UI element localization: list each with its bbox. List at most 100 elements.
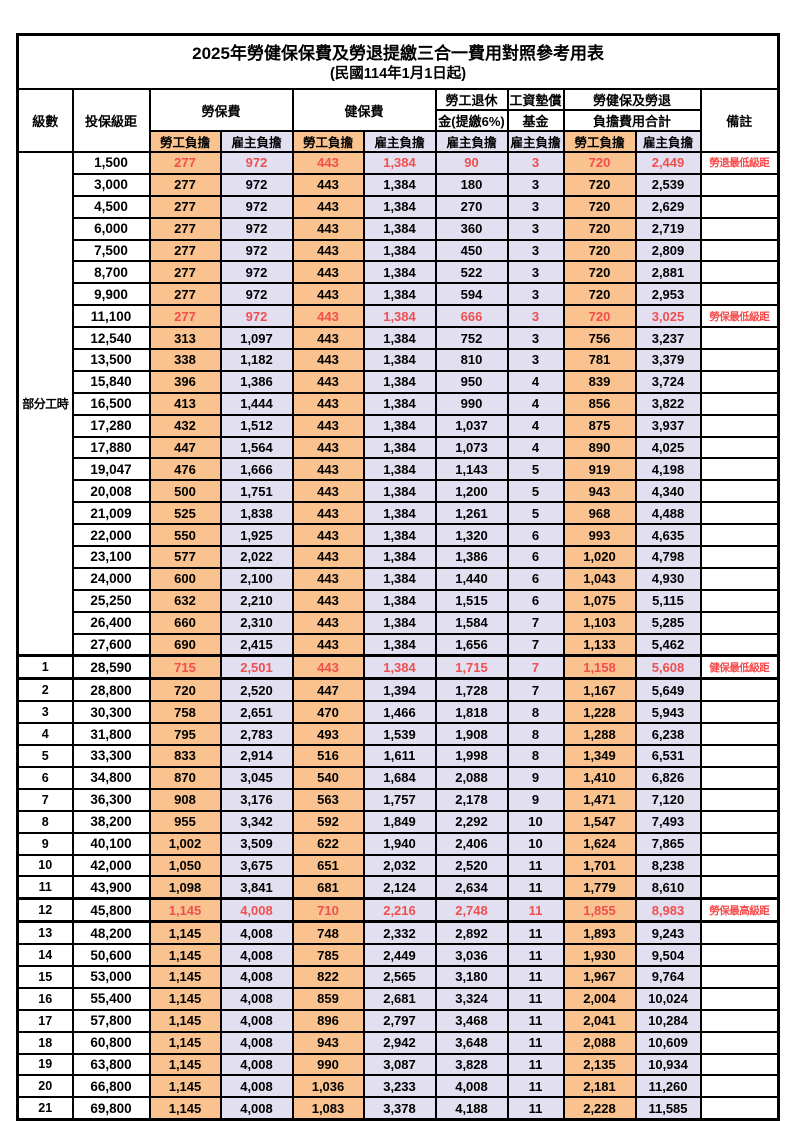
cell-wage-fund-employer: 7: [506, 654, 565, 681]
cell-health-ins-employee: 443: [291, 194, 365, 219]
bracket-cell: 24,000: [71, 566, 151, 591]
cell-labor-ins-employer: 972: [219, 216, 294, 241]
table-row: 20 66,800 1,145 4,008 1,036 3,233 4,008 11 2,181…: [16, 1074, 780, 1099]
cell-labor-ins-employee: 277: [148, 151, 222, 175]
cell-health-ins-employee: 443: [291, 479, 365, 504]
cell-wage-fund-employer: 11: [506, 1030, 565, 1055]
cell-pension-employer: 666: [434, 304, 509, 329]
bracket-cell: 66,800: [71, 1074, 151, 1099]
cell-wage-fund-employer: 3: [506, 194, 565, 219]
table-row: 1 28,590 715 2,501 443 1,384 1,715 7 1,158 5,608 健…: [16, 654, 780, 681]
bracket-cell: 55,400: [71, 986, 151, 1011]
cell-labor-ins-employer: 4,008: [219, 986, 294, 1011]
level-cell: 19: [16, 1052, 74, 1077]
remark-cell: [699, 172, 780, 197]
bracket-cell: 40,100: [71, 831, 151, 856]
cell-health-ins-employee: 443: [291, 282, 365, 307]
remark-cell: [699, 1030, 780, 1055]
remark-cell: [699, 216, 780, 241]
bracket-cell: 33,300: [71, 744, 151, 768]
cell-pension-employer: 1,715: [434, 654, 509, 681]
cell-labor-ins-employee: 1,145: [148, 943, 222, 967]
cell-health-ins-employee: 516: [291, 744, 365, 768]
cell-pension-employer: 270: [434, 194, 509, 219]
cell-pension-employer: 1,143: [434, 457, 509, 482]
cell-labor-ins-employer: 1,838: [219, 501, 294, 526]
remark-cell: [699, 194, 780, 219]
cell-labor-ins-employee: 1,098: [148, 875, 222, 900]
bracket-cell: 1,500: [71, 151, 151, 175]
remark-cell: 健保最低級距: [699, 654, 780, 681]
remark-cell: [699, 413, 780, 438]
col-header-wage-fund-line1: 工資墊償: [506, 88, 565, 111]
cell-total-employee: 1,410: [562, 765, 637, 790]
cell-total-employer: 2,629: [634, 194, 702, 219]
cell-health-ins-employer: 1,384: [362, 566, 437, 591]
cell-pension-employer: 752: [434, 326, 509, 351]
remark-cell: [699, 588, 780, 613]
table-row: 21,009 525 1,838 443 1,384 1,261 5 968 4,488: [18, 501, 780, 526]
bracket-cell: 20,008: [71, 479, 151, 504]
cell-health-ins-employee: 1,083: [291, 1096, 365, 1121]
table-row: 17,280 432 1,512 443 1,384 1,037 4 875 3,937: [18, 413, 780, 438]
cell-labor-ins-employer: 2,310: [219, 610, 294, 635]
cell-pension-employer: 1,908: [434, 722, 509, 747]
remark-cell: 勞保最低級距: [699, 304, 780, 329]
bracket-cell: 28,800: [71, 677, 151, 703]
table-row: 14 50,600 1,145 4,008 785 2,449 3,036 11 1,930 9,…: [16, 943, 780, 967]
bracket-cell: 26,400: [71, 610, 151, 635]
cell-health-ins-employer: 1,384: [362, 391, 437, 416]
cell-labor-ins-employee: 1,145: [148, 1096, 222, 1121]
cell-health-ins-employer: 1,384: [362, 413, 437, 438]
cell-health-ins-employer: 3,233: [362, 1074, 437, 1099]
cell-labor-ins-employer: 4,008: [219, 1074, 294, 1099]
cell-total-employee: 943: [562, 479, 637, 504]
level-cell: 9: [16, 831, 74, 856]
cell-pension-employer: 2,406: [434, 831, 509, 856]
cell-total-employee: 890: [562, 435, 637, 460]
cell-wage-fund-employer: 11: [506, 964, 565, 989]
cell-total-employer: 5,462: [634, 632, 702, 658]
cell-health-ins-employee: 443: [291, 566, 365, 591]
cell-pension-employer: 180: [434, 172, 509, 197]
col-header-remark: 備註: [699, 88, 780, 153]
bracket-cell: 17,880: [71, 435, 151, 460]
bracket-cell: 6,000: [71, 216, 151, 241]
cell-total-employer: 4,930: [634, 566, 702, 591]
cell-health-ins-employer: 3,087: [362, 1052, 437, 1077]
cell-labor-ins-employee: 600: [148, 566, 222, 591]
cell-total-employee: 919: [562, 457, 637, 482]
bracket-cell: 57,800: [71, 1008, 151, 1033]
table-row: 11,100 277 972 443 1,384 666 3 720 3,025 勞保最低級距: [18, 304, 780, 329]
cell-health-ins-employee: 443: [291, 545, 365, 569]
cell-pension-employer: 2,634: [434, 875, 509, 900]
cell-labor-ins-employer: 1,512: [219, 413, 294, 438]
level-cell: 7: [16, 787, 74, 812]
cell-labor-ins-employee: 1,145: [148, 1030, 222, 1055]
cell-wage-fund-employer: 5: [506, 479, 565, 504]
cell-pension-employer: 1,515: [434, 588, 509, 613]
cell-health-ins-employee: 443: [291, 457, 365, 482]
cell-total-employer: 10,934: [634, 1052, 702, 1077]
col-header-total-line2: 負擔費用合計: [562, 109, 702, 132]
cell-health-ins-employee: 822: [291, 964, 365, 989]
cell-total-employee: 2,088: [562, 1030, 637, 1055]
cell-labor-ins-employee: 525: [148, 501, 222, 526]
cell-health-ins-employee: 443: [291, 523, 365, 548]
cell-total-employee: 1,967: [562, 964, 637, 989]
cell-health-ins-employer: 3,378: [362, 1096, 437, 1121]
cell-health-ins-employer: 1,757: [362, 787, 437, 812]
subheader-labor-employee: 勞工負擔: [148, 130, 222, 153]
table-row: 22,000 550 1,925 443 1,384 1,320 6 993 4,635: [18, 523, 780, 548]
cell-wage-fund-employer: 3: [506, 304, 565, 329]
cell-pension-employer: 1,320: [434, 523, 509, 548]
table-row: 8 38,200 955 3,342 592 1,849 2,292 10 1,547 7,493: [16, 809, 780, 834]
cell-total-employer: 6,531: [634, 744, 702, 768]
cell-pension-employer: 3,468: [434, 1008, 509, 1033]
table-row: 6 34,800 870 3,045 540 1,684 2,088 9 1,410 6,826: [16, 765, 780, 790]
remark-cell: [699, 348, 780, 372]
cell-total-employer: 2,809: [634, 238, 702, 263]
subheader-health-employee: 勞工負擔: [291, 130, 365, 153]
remark-cell: [699, 943, 780, 967]
subheader-labor-employer: 雇主負擔: [219, 130, 294, 153]
